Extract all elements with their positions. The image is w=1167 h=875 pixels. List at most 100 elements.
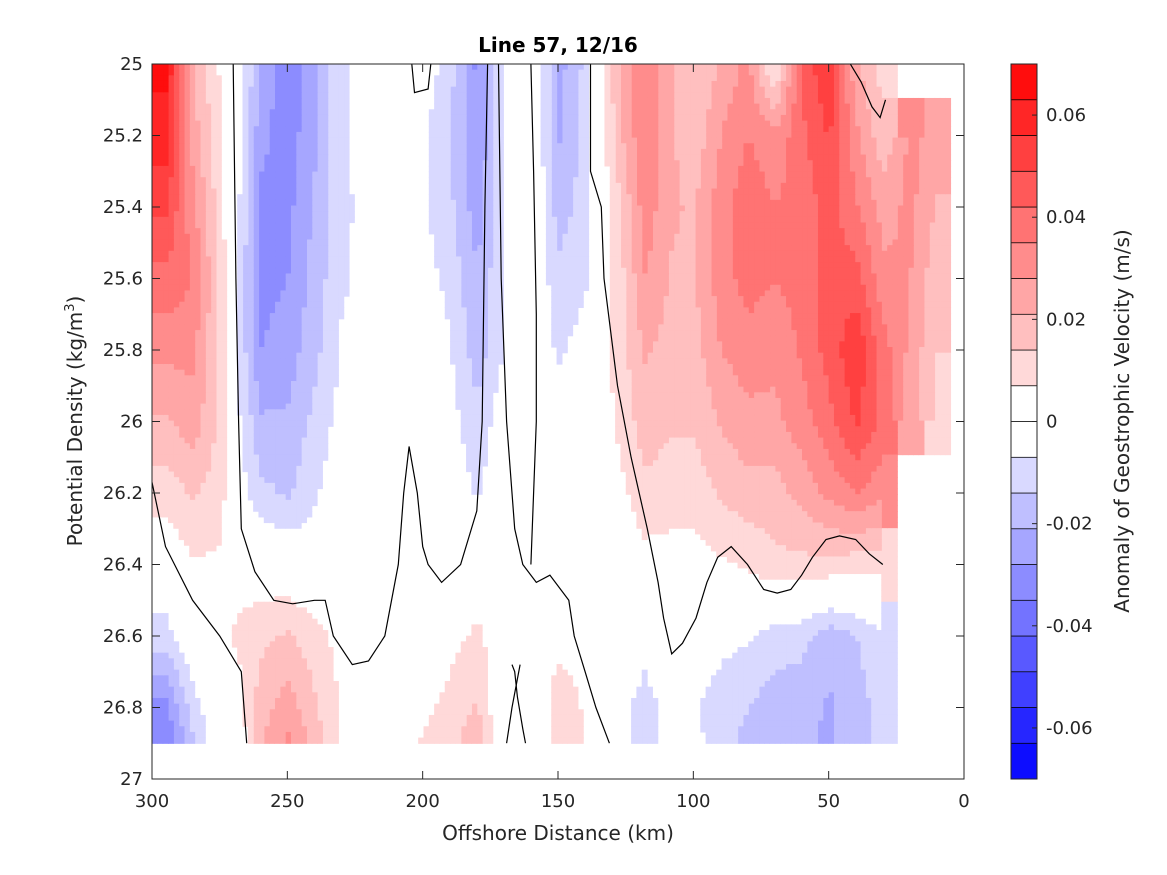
- heatmap-cell: [828, 635, 834, 642]
- heatmap-cell: [790, 284, 797, 292]
- heatmap-cell: [945, 211, 952, 218]
- heatmap-cell: [737, 709, 744, 716]
- heatmap-cell: [929, 301, 936, 308]
- heatmap-cell: [785, 347, 792, 354]
- heatmap-cell: [684, 386, 691, 393]
- heatmap-cell: [774, 454, 781, 461]
- heatmap-cell: [838, 369, 845, 376]
- heatmap-cell: [934, 341, 941, 348]
- heatmap-cell: [678, 250, 685, 258]
- heatmap-cell: [817, 171, 824, 178]
- heatmap-cell: [822, 397, 829, 405]
- heatmap-cell: [886, 613, 893, 620]
- heatmap-cell: [694, 511, 701, 518]
- heatmap-cell: [694, 414, 701, 422]
- heatmap-cell: [934, 420, 941, 427]
- heatmap-cell: [870, 437, 877, 444]
- heatmap-cell: [689, 437, 696, 444]
- heatmap-cell: [844, 420, 850, 427]
- heatmap-cell: [897, 131, 904, 139]
- heatmap-cell: [934, 131, 941, 139]
- heatmap-cell: [801, 664, 808, 671]
- heatmap-cell: [886, 703, 893, 710]
- heatmap-cell: [833, 697, 840, 705]
- heatmap-cell: [785, 92, 792, 99]
- heatmap-cell: [774, 160, 781, 167]
- heatmap-cell: [828, 233, 834, 241]
- heatmap-cell: [748, 443, 755, 450]
- heatmap-cell: [817, 97, 824, 105]
- heatmap-cell: [875, 228, 882, 235]
- heatmap-cell: [929, 403, 936, 410]
- heatmap-cell: [748, 324, 755, 331]
- heatmap-cell: [785, 539, 792, 546]
- heatmap-cell: [732, 296, 739, 303]
- heatmap-cell: [710, 352, 717, 359]
- heatmap-cell: [849, 482, 856, 490]
- heatmap-cell: [859, 375, 866, 382]
- heatmap-cell: [833, 228, 840, 235]
- heatmap-cell: [753, 330, 760, 337]
- heatmap-cell: [758, 562, 765, 569]
- heatmap-cell: [833, 126, 840, 133]
- heatmap-cell: [700, 703, 707, 710]
- heatmap-cell: [801, 414, 808, 422]
- heatmap-cell: [833, 279, 840, 286]
- heatmap-cell: [790, 188, 797, 195]
- heatmap-cell: [865, 505, 872, 512]
- heatmap-cell: [881, 233, 888, 241]
- heatmap-cell: [844, 652, 850, 659]
- heatmap-cell: [737, 516, 744, 524]
- heatmap-cell: [875, 437, 882, 444]
- heatmap-cell: [694, 301, 701, 308]
- heatmap-cell: [945, 352, 952, 359]
- heatmap-cell: [748, 692, 755, 699]
- heatmap-cell: [758, 550, 765, 558]
- heatmap-cell: [801, 330, 808, 337]
- heatmap-cell: [806, 126, 813, 133]
- heatmap-cell: [806, 624, 813, 631]
- heatmap-cell: [822, 403, 829, 410]
- heatmap-cell: [689, 222, 696, 229]
- heatmap-cell: [844, 279, 850, 286]
- heatmap-cell: [833, 703, 840, 710]
- heatmap-cell: [929, 426, 936, 433]
- heatmap-cell: [764, 154, 771, 161]
- heatmap-cell: [929, 431, 936, 439]
- heatmap-cell: [737, 97, 744, 105]
- heatmap-cell: [753, 233, 760, 241]
- heatmap-cell: [881, 686, 888, 693]
- heatmap-cell: [822, 114, 829, 122]
- heatmap-cell: [726, 448, 733, 456]
- heatmap-cell: [769, 709, 776, 716]
- heatmap-cell: [881, 420, 888, 427]
- heatmap-cell: [678, 154, 685, 161]
- heatmap-cell: [769, 494, 776, 501]
- chart-title: Line 57, 12/16: [478, 33, 638, 57]
- heatmap-cell: [870, 658, 877, 665]
- heatmap-cell: [886, 528, 893, 535]
- heatmap-cell: [721, 86, 728, 93]
- heatmap-cell: [854, 369, 861, 376]
- heatmap-cell: [844, 414, 850, 422]
- heatmap-cell: [849, 562, 856, 569]
- heatmap-cell: [891, 143, 898, 150]
- heatmap-cell: [764, 313, 771, 320]
- heatmap-cell: [923, 211, 930, 218]
- heatmap-cell: [796, 624, 803, 631]
- heatmap-cell: [859, 273, 866, 280]
- heatmap-cell: [849, 414, 856, 422]
- heatmap-cell: [785, 499, 792, 507]
- heatmap-cell: [812, 403, 818, 410]
- heatmap-cell: [700, 171, 707, 178]
- heatmap-cell: [886, 709, 893, 716]
- heatmap-cell: [774, 392, 781, 399]
- heatmap-cell: [801, 171, 808, 178]
- heatmap-cell: [806, 256, 813, 263]
- heatmap-cell: [849, 641, 856, 648]
- heatmap-cell: [828, 375, 834, 382]
- heatmap-cell: [822, 267, 829, 275]
- heatmap-cell: [913, 245, 920, 252]
- heatmap-cell: [918, 420, 925, 427]
- heatmap-cell: [769, 131, 776, 139]
